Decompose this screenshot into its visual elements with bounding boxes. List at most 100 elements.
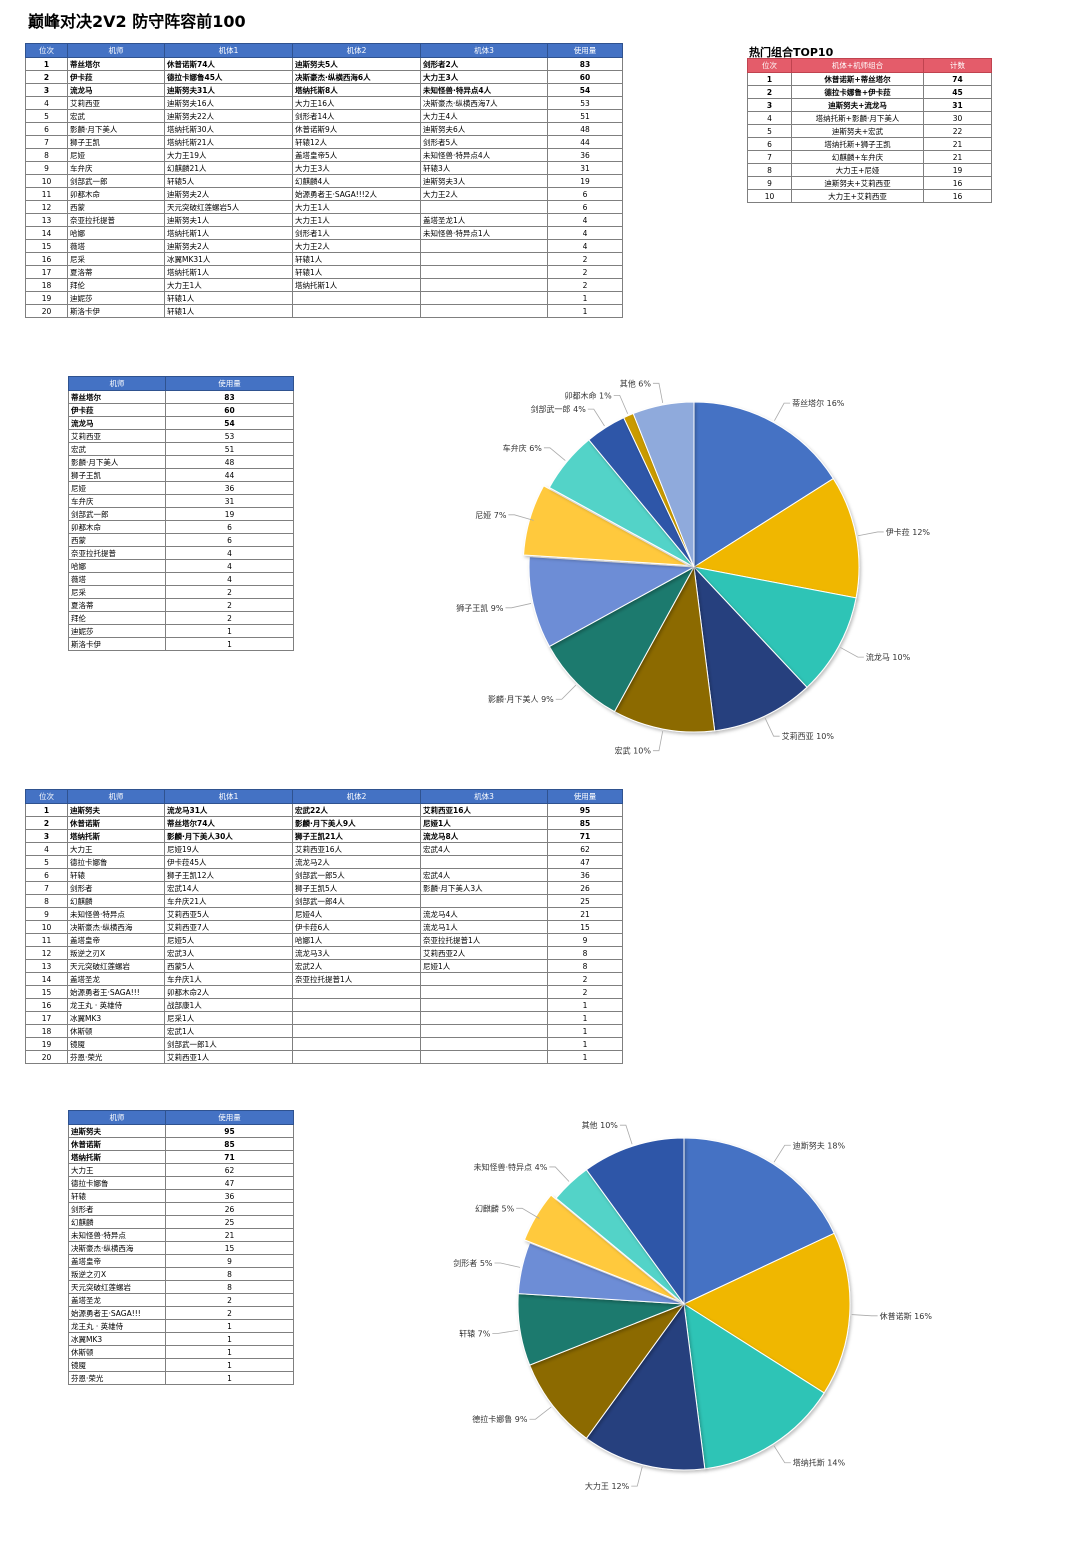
table-cell: 21 bbox=[165, 1228, 294, 1242]
table-cell: 盖塔皇帝 bbox=[67, 933, 165, 947]
table-row: 始源勇者王·SAGA!!! 2 bbox=[68, 1306, 294, 1320]
slice-label: 迪斯努夫 18% bbox=[793, 1140, 846, 1150]
table-cell: 轩辕1人 bbox=[292, 252, 421, 266]
table-cell: 迪斯努夫 bbox=[68, 1124, 166, 1138]
table-cell: 镜魇 bbox=[67, 1037, 165, 1051]
table-cell: 16 bbox=[25, 998, 68, 1012]
table-cell: 大力王2人 bbox=[420, 187, 548, 201]
table-cell: 大力王+艾莉西亚 bbox=[791, 189, 924, 203]
table-cell: 60 bbox=[165, 403, 294, 417]
table-cell: 狮子王凯21人 bbox=[292, 829, 421, 843]
table-header-row: 机师 使用量 bbox=[68, 376, 294, 391]
table-cell bbox=[420, 239, 548, 253]
table-cell: 轩辕1人 bbox=[164, 291, 293, 305]
table-header-row: 位次 机师 机体1 机体2 机体3 使用量 bbox=[25, 789, 623, 804]
table-cell: 伊卡菈 bbox=[67, 70, 165, 84]
column-header: 使用量 bbox=[547, 789, 623, 804]
pie-slice bbox=[613, 565, 716, 733]
table-row: 3 流龙马 迪斯努夫31人 塔纳托斯8人 未知怪兽·特异点4人 54 bbox=[25, 83, 623, 97]
table-cell: 8 bbox=[25, 148, 68, 162]
table-cell: 3 bbox=[25, 829, 68, 843]
table-row: 艾莉西亚 53 bbox=[68, 429, 294, 443]
column-header: 使用量 bbox=[165, 1110, 294, 1125]
table-cell: 53 bbox=[165, 429, 294, 443]
mech-pie-chart: 迪斯努夫 18% 休普诺斯 16% 塔纳托斯 14% 大力王 12% 德拉卡娜鲁 9% 轩… bbox=[453, 1120, 932, 1491]
table-cell: 17 bbox=[25, 1011, 68, 1025]
slice-label: 轩辕 7% bbox=[459, 1328, 491, 1338]
table-cell: 车弁庆 bbox=[67, 161, 165, 175]
table-cell: 休普诺斯9人 bbox=[292, 122, 421, 136]
table-cell: 85 bbox=[547, 816, 623, 830]
leader-line bbox=[508, 514, 534, 521]
table-row: 4 艾莉西亚 迪斯努夫16人 大力王16人 决斯豪杰·纵横西海7人 53 bbox=[25, 96, 623, 110]
table-cell: 47 bbox=[165, 1176, 294, 1190]
table-row: 蒂丝塔尔 83 bbox=[68, 390, 294, 404]
table-cell: 2 bbox=[547, 972, 623, 986]
pie-slice bbox=[529, 1302, 686, 1439]
table-row: 9 迪斯努夫+艾莉西亚 16 bbox=[747, 176, 992, 190]
table-cell: 决斯豪杰·纵横西海7人 bbox=[420, 96, 548, 110]
table-cell bbox=[420, 265, 548, 279]
table-cell: 14 bbox=[25, 972, 68, 986]
table-cell bbox=[420, 278, 548, 292]
table-cell bbox=[420, 200, 548, 214]
table-cell: 轩辕12人 bbox=[292, 135, 421, 149]
table-cell: 流龙马4人 bbox=[420, 907, 548, 921]
table-cell: 51 bbox=[547, 109, 623, 123]
table-row: 16 尼采 冰翼MK31人 轩辕1人 2 bbox=[25, 252, 623, 266]
table-row: 斯洛卡伊 1 bbox=[68, 637, 294, 651]
table-cell: 尼娅1人 bbox=[420, 959, 548, 973]
leader-line bbox=[857, 531, 884, 537]
table-row: 8 尼娅 大力王19人 盖塔皇帝5人 未知怪兽·特异点4人 36 bbox=[25, 148, 623, 162]
table-cell bbox=[420, 291, 548, 305]
table-cell: 4 bbox=[165, 559, 294, 573]
table-cell: 1 bbox=[547, 291, 623, 305]
slice-label: 尼娅 7% bbox=[475, 510, 507, 520]
table-cell: 21 bbox=[923, 137, 992, 151]
table-row: 12 叛逆之刃X 宏武3人 流龙马3人 艾莉西亚2人 8 bbox=[25, 946, 623, 960]
pilot-pie-chart: 蒂丝塔尔 16% 伊卡菈 12% 流龙马 10% 艾莉西亚 10% 宏武 10% 影麟·月… bbox=[456, 378, 930, 755]
table-cell: 8 bbox=[747, 163, 792, 177]
table-cell: 冰翼MK3 bbox=[68, 1332, 166, 1346]
table-row: 休普诺斯 85 bbox=[68, 1137, 294, 1151]
table-row: 2 休普诺斯 蒂丝塔尔74人 影麟·月下美人9人 尼娅1人 85 bbox=[25, 816, 623, 830]
table-cell: 6 bbox=[547, 187, 623, 201]
table-cell: 4 bbox=[25, 842, 68, 856]
table-cell: 20 bbox=[25, 304, 68, 318]
table-cell bbox=[420, 1037, 548, 1051]
table-cell: 伊卡菈 bbox=[68, 403, 166, 417]
table-row: 7 剑形者 宏武14人 狮子王凯5人 影麟·月下美人3人 26 bbox=[25, 881, 623, 895]
table-cell: 迪斯努夫16人 bbox=[164, 96, 293, 110]
leader-line bbox=[613, 394, 629, 414]
table-cell: 影麟·月下美人 bbox=[67, 122, 165, 136]
table-cell: 74 bbox=[923, 72, 992, 86]
table-cell: 未知怪兽·特异点1人 bbox=[420, 226, 548, 240]
table-cell: 9 bbox=[165, 1254, 294, 1268]
table-row: 宏武 51 bbox=[68, 442, 294, 456]
table-cell: 宏武 bbox=[68, 442, 166, 456]
pie-slice bbox=[692, 477, 860, 599]
table-row: 休斯顿 1 bbox=[68, 1345, 294, 1359]
table-row: 10 剑部武一郎 轩辕5人 幻麒麟4人 迪斯努夫3人 19 bbox=[25, 174, 623, 188]
table-row: 19 迪妮莎 轩辕1人 1 bbox=[25, 291, 623, 305]
table-cell: 54 bbox=[165, 416, 294, 430]
table-cell: 2 bbox=[25, 816, 68, 830]
table-cell: 塔纳托斯30人 bbox=[164, 122, 293, 136]
table-cell: 德拉卡娜鲁 bbox=[68, 1176, 166, 1190]
table-cell: 芬恩·荣光 bbox=[68, 1371, 166, 1385]
table-cell: 艾莉西亚 bbox=[68, 429, 166, 443]
table-cell: 宏武22人 bbox=[292, 803, 421, 817]
table-cell: 蒂丝塔尔 bbox=[68, 390, 166, 404]
table-cell: 大力王2人 bbox=[292, 239, 421, 253]
table-cell: 镜魇 bbox=[68, 1358, 166, 1372]
page-title: 巅峰对决2V2 防守阵容前100 bbox=[28, 12, 246, 31]
table-cell: 剑形者14人 bbox=[292, 109, 421, 123]
table-cell: 11 bbox=[25, 933, 68, 947]
table-cell: 25 bbox=[165, 1215, 294, 1229]
table-cell: 迪斯努夫+宏武 bbox=[791, 124, 924, 138]
table-cell: 卯都木命2人 bbox=[164, 985, 293, 999]
table-row: 尼娅 36 bbox=[68, 481, 294, 495]
pie-slice bbox=[548, 565, 696, 713]
table-cell: 薇塔 bbox=[67, 239, 165, 253]
table-cell: 轩辕 bbox=[68, 1189, 166, 1203]
